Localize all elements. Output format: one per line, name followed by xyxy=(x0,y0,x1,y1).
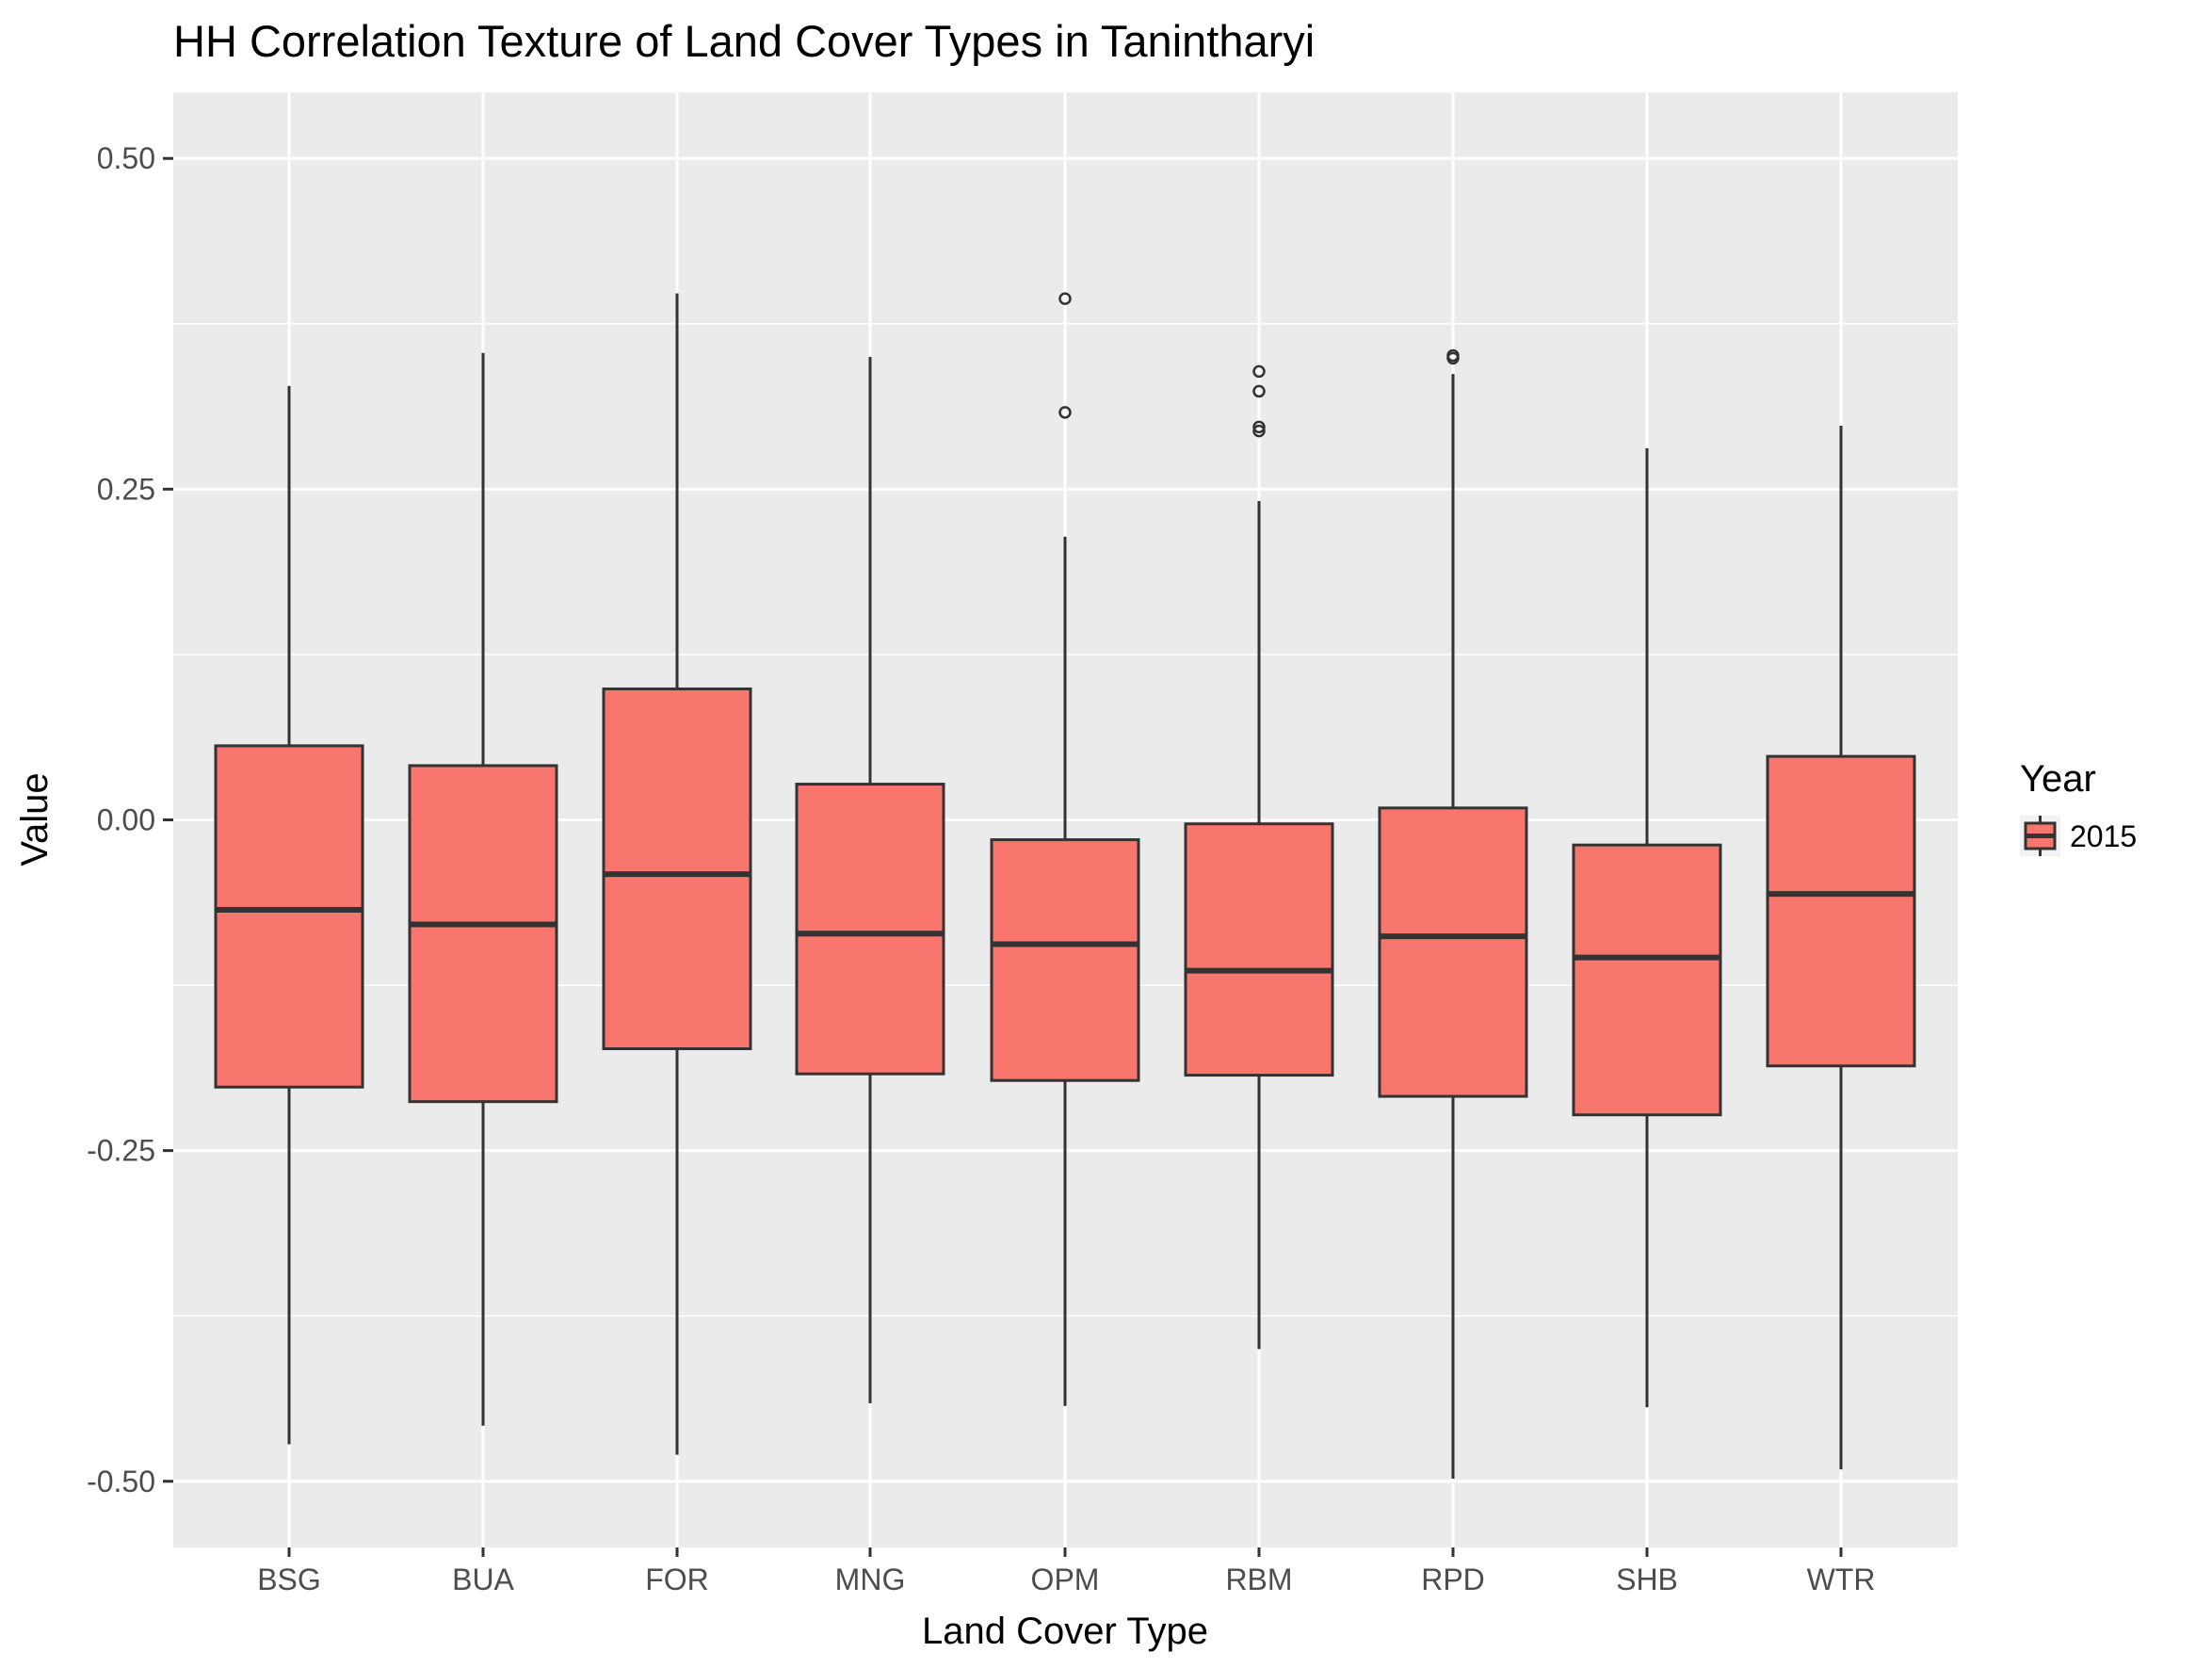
box-group-mng xyxy=(795,356,945,1403)
legend-label-2015: 2015 xyxy=(2070,819,2137,853)
box-iqr xyxy=(1378,806,1528,1098)
boxes xyxy=(214,292,1916,1479)
box-iqr xyxy=(795,783,945,1076)
x-axis-title: Land Cover Type xyxy=(922,1611,1208,1652)
outlier-point xyxy=(1446,351,1460,365)
box-group-shb xyxy=(1572,447,1722,1408)
box-group-rbm xyxy=(1184,364,1334,1350)
x-tick-label: RBM xyxy=(1225,1563,1292,1596)
x-tick-label: MNG xyxy=(835,1563,906,1596)
box-group-opm xyxy=(990,292,1140,1406)
legend: Year 2015 xyxy=(2020,758,2137,856)
x-tick-label: WTR xyxy=(1807,1563,1876,1596)
x-tick-label: OPM xyxy=(1031,1563,1100,1596)
outlier-point xyxy=(1252,384,1266,398)
outlier-point xyxy=(1252,424,1266,438)
box-iqr xyxy=(214,744,364,1089)
x-tick-label: BUA xyxy=(452,1563,514,1596)
box-iqr xyxy=(602,687,752,1050)
x-tick-label: SHB xyxy=(1616,1563,1678,1596)
x-axis: BSG BUA FOR MNG OPM RBM RPD SHB WTR xyxy=(257,1547,1875,1596)
box-group-bua xyxy=(408,352,558,1426)
box-iqr xyxy=(990,838,1140,1082)
y-axis: -0.50 -0.25 0.00 0.25 0.50 xyxy=(87,141,173,1498)
box-group-rpd xyxy=(1378,348,1528,1479)
box-group-for xyxy=(602,293,752,1455)
box-iqr xyxy=(1572,843,1722,1117)
outlier-point xyxy=(1058,292,1072,305)
legend-title: Year xyxy=(2020,758,2096,800)
y-tick-label: -0.25 xyxy=(87,1134,155,1168)
box-iqr xyxy=(1766,754,1916,1068)
y-tick-label: 0.50 xyxy=(97,141,155,175)
y-tick-label: 0.25 xyxy=(97,472,155,506)
y-tick-label: -0.50 xyxy=(87,1465,155,1498)
y-tick-label: 0.00 xyxy=(97,803,155,837)
y-axis-title: Value xyxy=(14,772,56,866)
outlier-point xyxy=(1252,364,1266,379)
box-iqr xyxy=(1184,822,1334,1077)
box-iqr xyxy=(408,764,558,1104)
outlier-point xyxy=(1058,406,1072,419)
x-tick-label: BSG xyxy=(257,1563,321,1596)
x-tick-label: RPD xyxy=(1421,1563,1485,1596)
outlier-point xyxy=(1252,420,1266,434)
box-group-bsg xyxy=(214,385,364,1445)
chart-title: HH Correlation Texture of Land Cover Typ… xyxy=(173,16,1315,66)
box-group-wtr xyxy=(1766,425,1916,1470)
x-tick-label: FOR xyxy=(645,1563,709,1596)
